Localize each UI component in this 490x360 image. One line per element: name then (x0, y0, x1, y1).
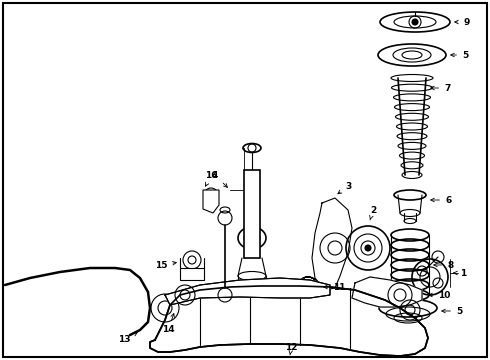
Text: 12: 12 (285, 343, 297, 355)
Text: 13: 13 (118, 333, 137, 345)
Polygon shape (150, 286, 428, 356)
Circle shape (412, 19, 418, 25)
Circle shape (305, 284, 311, 290)
Text: 5: 5 (441, 306, 462, 315)
Text: 8: 8 (434, 261, 453, 270)
Text: 1: 1 (454, 269, 466, 278)
Text: 15: 15 (155, 261, 176, 270)
Text: 4: 4 (212, 171, 227, 187)
Text: 5: 5 (451, 50, 468, 59)
Text: 6: 6 (431, 195, 451, 204)
Bar (180, 268, 204, 280)
Text: 2: 2 (369, 206, 376, 220)
Text: 11: 11 (324, 283, 345, 292)
Text: 14: 14 (162, 314, 174, 334)
Polygon shape (203, 190, 219, 213)
Bar (244, 170, 260, 258)
Circle shape (365, 245, 371, 251)
Polygon shape (165, 278, 330, 305)
Text: 10: 10 (429, 291, 450, 300)
Text: 16: 16 (205, 171, 218, 186)
Text: 7: 7 (431, 84, 450, 93)
Polygon shape (352, 277, 422, 307)
Text: 3: 3 (338, 181, 351, 194)
Text: 9: 9 (455, 18, 469, 27)
